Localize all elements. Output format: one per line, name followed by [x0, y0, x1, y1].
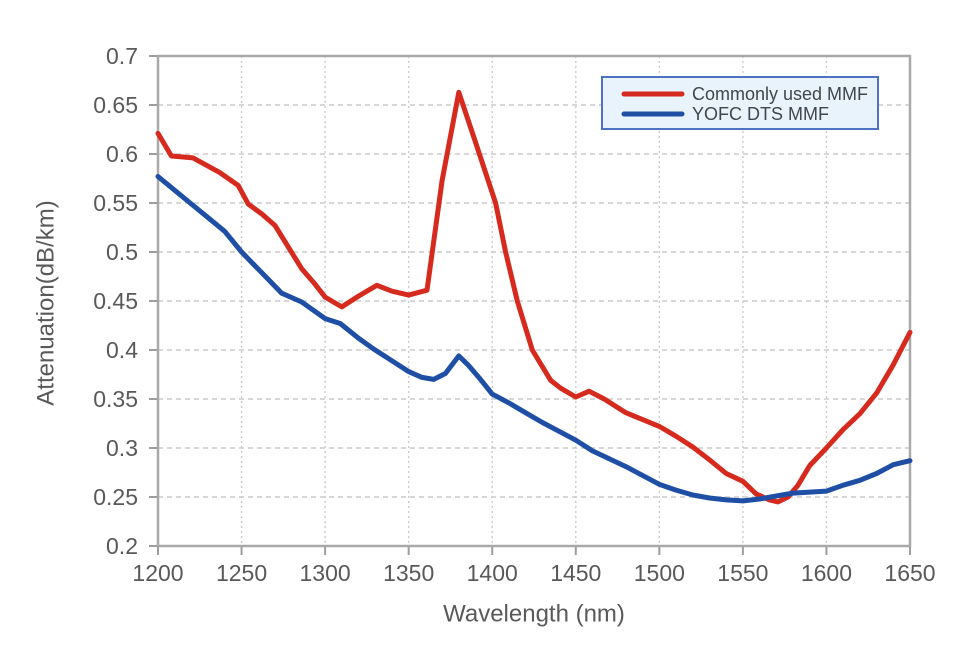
y-tick-label: 0.2 [106, 533, 138, 559]
y-tick-label: 0.45 [93, 288, 138, 314]
y-tick-label: 0.55 [93, 190, 138, 216]
x-axis-title: Wavelength (nm) [443, 601, 625, 628]
x-tick-label: 1400 [467, 560, 518, 586]
x-tick-label: 1650 [884, 560, 935, 586]
legend-label-2: YOFC DTS MMF [692, 104, 829, 124]
x-tick-label: 1500 [634, 560, 685, 586]
series-line-yofc-dts-mmf [155, 174, 913, 504]
y-axis-title: Attenuation(dB/km) [33, 200, 60, 405]
y-tick-label: 0.25 [93, 484, 138, 510]
legend-box [601, 76, 879, 130]
x-tick-label: 1300 [300, 560, 351, 586]
x-tick-label: 1250 [216, 560, 267, 586]
legend-label-1: Commonly used MMF [692, 84, 868, 104]
y-tick-label: 0.65 [93, 92, 138, 118]
x-tick-label: 1450 [550, 560, 601, 586]
series-line-commonly-used-mmf [155, 89, 913, 505]
plot-border [156, 54, 912, 548]
y-tick-label: 0.3 [106, 435, 138, 461]
y-tick-label: 0.4 [106, 337, 138, 363]
x-tick-label: 1600 [801, 560, 852, 586]
x-tick-label: 1200 [132, 560, 183, 586]
x-tick-label: 1550 [717, 560, 768, 586]
x-tick-label: 1350 [383, 560, 434, 586]
y-tick-label: 0.7 [106, 43, 138, 69]
y-tick-label: 0.6 [106, 141, 138, 167]
y-tick-label: 0.35 [93, 386, 138, 412]
y-tick-label: 0.5 [106, 239, 138, 265]
